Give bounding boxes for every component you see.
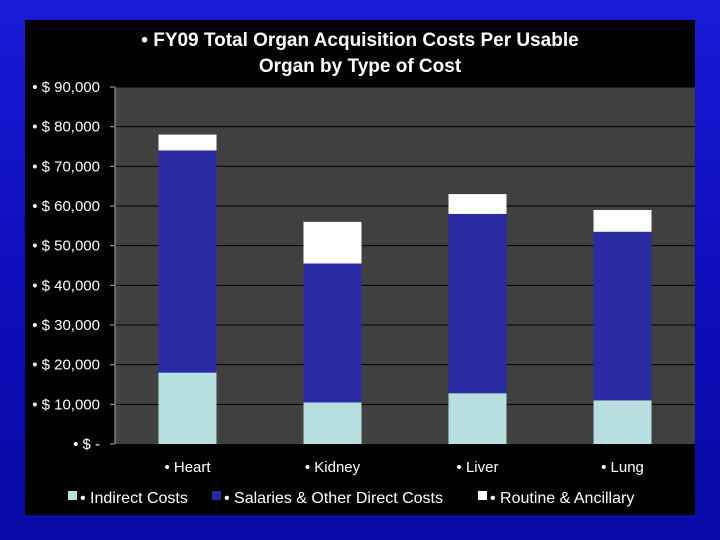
y-tick-label: • $ 70,000 bbox=[32, 158, 100, 175]
bar-2-3 bbox=[448, 213, 507, 394]
bar-2-1 bbox=[158, 150, 217, 373]
y-tick-label: • $ 90,000 bbox=[32, 79, 100, 96]
bar-2-2 bbox=[303, 263, 362, 403]
bar-1-4 bbox=[593, 400, 652, 444]
y-tick-label: • $ - bbox=[73, 436, 100, 453]
legend-label: • Salaries & Other Direct Costs bbox=[224, 490, 443, 507]
bar-3-3 bbox=[448, 194, 507, 214]
y-tick-label: • $ 60,000 bbox=[32, 198, 100, 215]
legend-swatch bbox=[212, 491, 221, 500]
chart-title-line-2: Organ by Type of Cost bbox=[259, 56, 462, 77]
y-tick-label: • $ 30,000 bbox=[32, 317, 100, 334]
legend-swatch bbox=[478, 491, 487, 500]
x-axis: • Heart • Kidney • Liver • Lung bbox=[164, 459, 643, 476]
bar-2-4 bbox=[593, 231, 652, 401]
bars bbox=[158, 134, 652, 444]
y-tick-label: • $ 80,000 bbox=[32, 119, 100, 136]
chart-title-line-1: • FY09 Total Organ Acquisition Costs Per… bbox=[141, 30, 578, 51]
y-axis: • $ - • $ 10,000 • $ 20,000 • $ 30,000 • $ 4… bbox=[32, 79, 116, 453]
x-tick-label: • Lung bbox=[601, 459, 644, 476]
bar-3-1 bbox=[158, 134, 217, 151]
legend-swatch bbox=[68, 491, 77, 500]
bar-1-2 bbox=[303, 402, 362, 444]
bar-1-1 bbox=[158, 372, 217, 444]
x-tick-label: • Heart bbox=[164, 459, 211, 476]
bar-3-2 bbox=[303, 221, 362, 264]
legend-label: • Routine & Ancillary bbox=[490, 490, 634, 507]
y-tick-label: • $ 50,000 bbox=[32, 238, 100, 255]
y-tick-label: • $ 40,000 bbox=[32, 277, 100, 294]
bar-3-4 bbox=[593, 209, 652, 232]
legend: • Indirect Costs • Salaries & Other Direc… bbox=[68, 490, 634, 507]
x-tick-label: • Liver bbox=[457, 459, 499, 476]
x-tick-label: • Kidney bbox=[305, 459, 361, 476]
y-tick-label: • $ 20,000 bbox=[32, 357, 100, 374]
legend-label: • Indirect Costs bbox=[80, 490, 188, 507]
bar-1-3 bbox=[448, 393, 507, 444]
y-tick-label: • $ 10,000 bbox=[32, 396, 100, 413]
